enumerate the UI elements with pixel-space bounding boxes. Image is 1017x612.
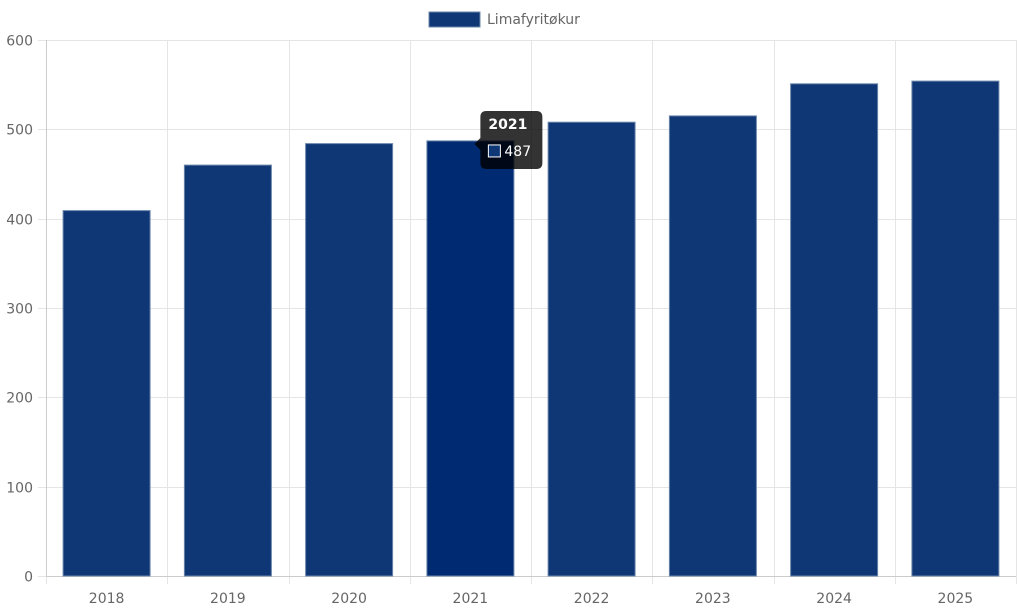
bar-2025[interactable]	[911, 80, 1000, 577]
x-tick-label: 2018	[89, 591, 125, 607]
y-tick-label: 500	[6, 123, 33, 139]
x-tick-label: 2024	[816, 591, 852, 607]
y-tick-label: 100	[6, 481, 33, 497]
y-tick-label: 600	[6, 34, 33, 50]
y-tick-label: 300	[6, 302, 33, 318]
bar-2018[interactable]	[62, 210, 151, 577]
x-tick-label: 2023	[695, 591, 731, 607]
legend-swatch	[428, 11, 481, 28]
bar-2020[interactable]	[305, 143, 394, 577]
tooltip-value: 487	[504, 144, 531, 160]
x-tick-label: 2021	[453, 591, 489, 607]
tooltip: 2021 487	[474, 110, 543, 169]
x-tick-label: 2020	[331, 591, 367, 607]
x-tick-label: 2019	[210, 591, 246, 607]
bar-2022[interactable]	[547, 121, 636, 577]
tooltip-swatch	[487, 144, 501, 158]
axes: 0 100 200 300 400 500 600 2018 2019 2020 2021 2022 2…	[6, 34, 1016, 607]
bar-2024[interactable]	[790, 83, 879, 577]
bar-2021[interactable]	[426, 140, 515, 577]
y-tick-label: 0	[24, 570, 33, 586]
bar-2023[interactable]	[668, 115, 757, 577]
bar-2019[interactable]	[183, 164, 272, 577]
x-tick-label: 2022	[574, 591, 610, 607]
tooltip-title: 2021	[488, 117, 527, 133]
y-tick-label: 200	[6, 391, 33, 407]
y-tick-label: 400	[6, 213, 33, 229]
legend-label: Limafyritøkur	[487, 12, 580, 28]
bars	[62, 80, 1000, 577]
x-tick-label: 2025	[938, 591, 974, 607]
legend[interactable]: Limafyritøkur	[428, 11, 580, 28]
